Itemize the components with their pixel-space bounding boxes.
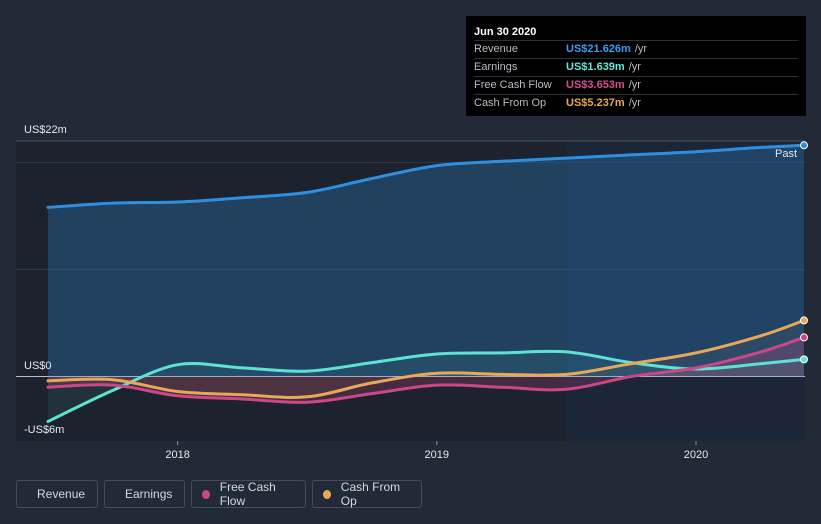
- data-tooltip: Jun 30 2020 Revenue US$21.626m /yr Earni…: [466, 16, 806, 116]
- tooltip-unit: /yr: [628, 79, 641, 91]
- series-area-free-cash-flow: [48, 337, 804, 403]
- legend-dot-icon: [202, 489, 210, 499]
- end-point-revenue: [800, 141, 808, 150]
- tooltip-value: US$21.626m: [566, 43, 631, 55]
- legend-label: Free Cash Flow: [219, 480, 276, 508]
- tooltip-label: Free Cash Flow: [474, 79, 552, 91]
- tooltip-label: Cash From Op: [474, 97, 547, 109]
- series-line-cash-from-op: [46, 318, 806, 399]
- y-tick-label: -US$6m: [24, 424, 64, 436]
- tooltip-value: US$1.639m: [566, 61, 625, 73]
- legend-label: Revenue: [37, 487, 86, 501]
- end-point-free-cash-flow: [800, 333, 808, 342]
- tooltip-unit: /yr: [628, 97, 641, 109]
- end-point-earnings: [800, 355, 808, 364]
- tooltip-unit: /yr: [628, 61, 641, 73]
- y-tick-label: US$22m: [24, 124, 67, 136]
- series-lines: [46, 143, 806, 423]
- tooltip-label: Earnings: [474, 61, 518, 73]
- series-area-revenue: [48, 145, 804, 377]
- tooltip-value: US$3.653m: [566, 79, 625, 91]
- y-tick-label: US$0: [24, 360, 52, 372]
- tooltip-label: Revenue: [474, 43, 519, 55]
- recent-region: [566, 141, 805, 441]
- legend-label: Earnings: [125, 487, 173, 501]
- x-tick-label: 2020: [684, 449, 708, 461]
- end-point-cash-from-op: [800, 316, 808, 325]
- series-line-free-cash-flow: [46, 335, 806, 404]
- series-end-markers: [800, 141, 808, 364]
- past-region: [16, 141, 567, 441]
- tooltip-date: Jun 30 2020: [474, 26, 537, 38]
- series-area-cash-from-op: [48, 320, 804, 398]
- series-line-revenue: [46, 143, 806, 209]
- legend-dot-icon: [323, 489, 331, 499]
- axis-labels: US$22m US$0 -US$6m 2018 2019 2020: [24, 124, 708, 461]
- legend-item-revenue[interactable]: Revenue: [16, 480, 98, 508]
- tooltip-row-cash-from-op: Cash From Op US$5.237m /yr: [474, 94, 798, 112]
- plot-background: [16, 141, 805, 441]
- tooltip-value: US$5.237m: [566, 97, 625, 109]
- legend-label: Cash From Op: [340, 480, 401, 508]
- legend-item-cash-from-op[interactable]: Cash From Op: [312, 480, 422, 508]
- tooltip-row-earnings: Earnings US$1.639m /yr: [474, 58, 798, 76]
- legend-item-earnings[interactable]: Earnings: [104, 480, 185, 508]
- chart-legend: Revenue Earnings Free Cash Flow Cash Fro…: [16, 480, 422, 510]
- x-tick-label: 2018: [165, 449, 189, 461]
- tooltip-unit: /yr: [634, 43, 648, 55]
- tooltip-row-free-cash-flow: Free Cash Flow US$3.653m /yr: [474, 76, 798, 94]
- tooltip-row-revenue: Revenue US$21.626m /yr: [474, 40, 798, 58]
- legend-item-free-cash-flow[interactable]: Free Cash Flow: [191, 480, 306, 508]
- x-tick-label: 2019: [425, 449, 449, 461]
- past-label: Past: [775, 148, 797, 160]
